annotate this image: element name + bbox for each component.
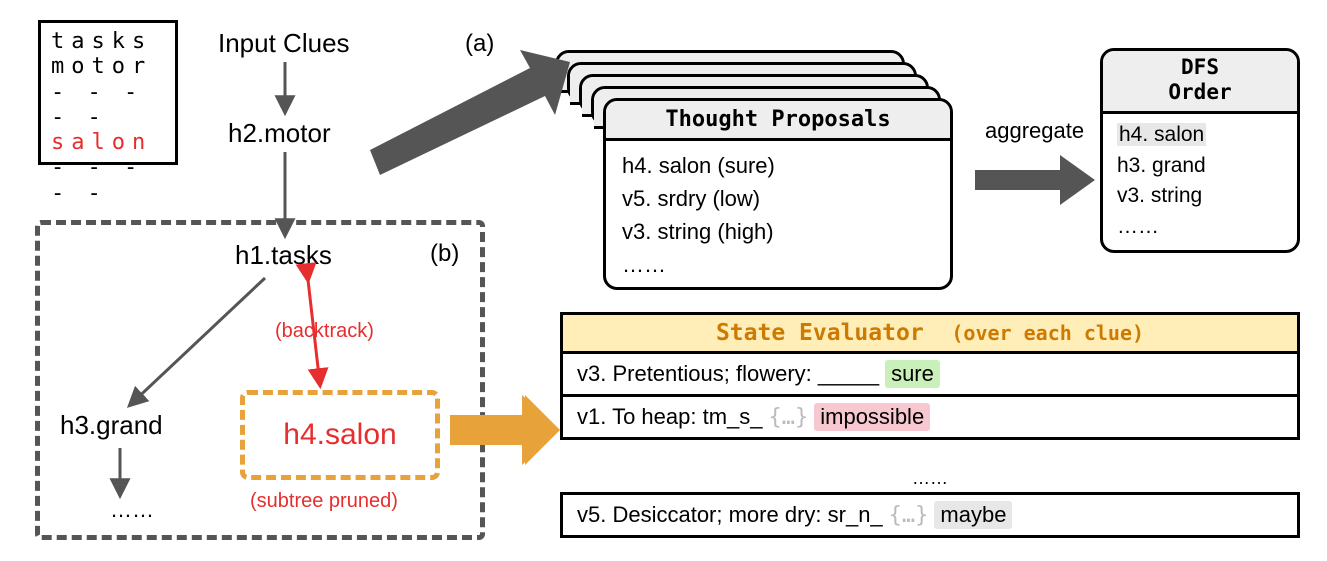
tree-dots: …… bbox=[110, 497, 154, 523]
dfs-item: h3. grand bbox=[1117, 151, 1283, 181]
xword-row-salon: salon bbox=[51, 130, 165, 155]
eval-row-detached: v5. Desiccator; more dry: sr_n_ {…} mayb… bbox=[560, 492, 1300, 538]
eval-text: v3. Pretentious; flowery: _____ bbox=[577, 361, 879, 387]
dfs-item: v3. string bbox=[1117, 181, 1283, 211]
xword-row: - - - - - bbox=[51, 155, 165, 206]
eval-ghost: {…} bbox=[769, 405, 809, 430]
eval-tag-impossible: impossible bbox=[814, 403, 930, 431]
node-h4-salon-pruned: h4.salon bbox=[240, 390, 440, 480]
thought-proposals-stack: Thought Proposals h4. salon (sure) v5. s… bbox=[555, 50, 955, 270]
crossword-grid: tasks motor - - - - - salon - - - - - bbox=[38, 20, 178, 165]
node-h2-motor: h2.motor bbox=[228, 118, 331, 149]
xword-row: - - - - - bbox=[51, 80, 165, 131]
proposal-dots: …… bbox=[622, 248, 934, 281]
dfs-item: h4. salon bbox=[1117, 120, 1283, 150]
pruned-label: (subtree pruned) bbox=[250, 490, 398, 513]
dfs-title: DFSOrder bbox=[1103, 51, 1297, 114]
proposals-title: Thought Proposals bbox=[606, 101, 950, 141]
proposal-item: v5. srdry (low) bbox=[622, 182, 934, 215]
thought-proposals-card: Thought Proposals h4. salon (sure) v5. s… bbox=[603, 98, 953, 290]
eval-ghost: {…} bbox=[889, 503, 929, 528]
big-arrow-a bbox=[370, 50, 570, 175]
node-h4-salon-text: h4.salon bbox=[283, 418, 396, 452]
state-evaluator: State Evaluator (over each clue) v3. Pre… bbox=[560, 312, 1300, 440]
proposal-item: v3. string (high) bbox=[622, 215, 934, 248]
eval-row: v3. Pretentious; flowery: _____ sure bbox=[563, 354, 1297, 397]
eval-text: v5. Desiccator; more dry: sr_n_ bbox=[577, 502, 883, 528]
eval-text: v1. To heap: tm_s_ bbox=[577, 404, 763, 430]
eval-title: State Evaluator (over each clue) bbox=[563, 315, 1297, 354]
eval-gap: …… bbox=[560, 468, 1300, 489]
aggregate-label: aggregate bbox=[985, 118, 1084, 144]
node-h3-grand: h3.grand bbox=[60, 410, 163, 441]
backtrack-label: (backtrack) bbox=[275, 320, 374, 343]
node-input-clues: Input Clues bbox=[218, 28, 350, 59]
xword-row: motor bbox=[51, 54, 165, 79]
dfs-dots: …… bbox=[1117, 212, 1283, 242]
eval-tag-sure: sure bbox=[885, 360, 940, 388]
eval-row: v1. To heap: tm_s_ {…} impossible bbox=[563, 397, 1297, 437]
proposal-item: h4. salon (sure) bbox=[622, 149, 934, 182]
aggregate-arrow bbox=[975, 155, 1095, 205]
label-a: (a) bbox=[465, 30, 494, 58]
eval-tag-maybe: maybe bbox=[934, 501, 1012, 529]
xword-row: tasks bbox=[51, 29, 165, 54]
dfs-order-card: DFSOrder h4. salon h3. grand v3. string … bbox=[1100, 48, 1300, 253]
